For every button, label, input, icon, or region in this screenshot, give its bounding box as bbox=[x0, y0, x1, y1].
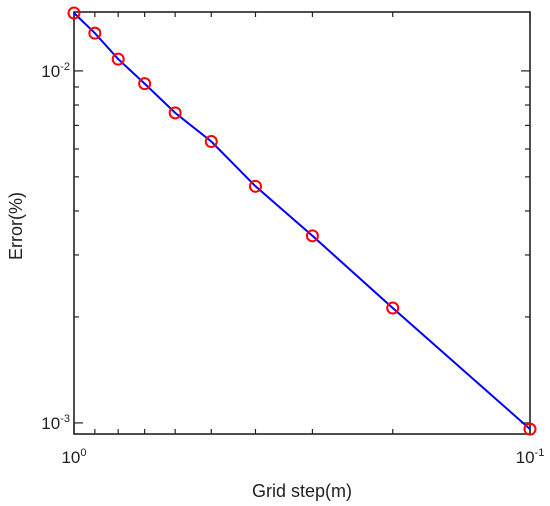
data-point bbox=[305, 229, 319, 243]
x-tick-label: 100 bbox=[61, 447, 86, 467]
data-point bbox=[248, 179, 262, 193]
data-point bbox=[204, 135, 218, 149]
data-point bbox=[523, 422, 537, 436]
x-axis-label: Grid step(m) bbox=[252, 481, 352, 501]
y-tick-label: 10-2 bbox=[41, 61, 70, 81]
y-axis-label: Error(%) bbox=[6, 192, 26, 260]
data-point bbox=[111, 52, 125, 66]
data-point bbox=[386, 301, 400, 315]
data-point bbox=[67, 6, 81, 20]
data-point bbox=[138, 77, 152, 91]
plot-frame bbox=[73, 11, 531, 435]
y-tick-label: 10-3 bbox=[41, 413, 70, 433]
plot-area: 10-2 10-3 100 10-1 bbox=[41, 6, 545, 467]
x-tick-label: 10-1 bbox=[516, 447, 545, 467]
series-line bbox=[73, 12, 531, 430]
data-point bbox=[168, 106, 182, 120]
data-point bbox=[88, 26, 102, 40]
